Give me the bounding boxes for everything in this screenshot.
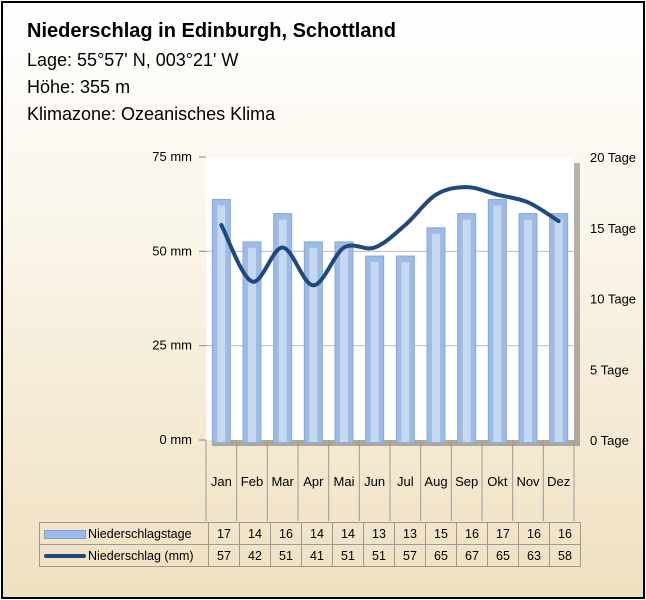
climate-zone-info: Klimazone: Ozeanisches Klima [27, 104, 276, 124]
right-axis-tick-label: 10 Tage [590, 292, 636, 307]
bar-highlight [401, 262, 410, 442]
table-cell: 15 [425, 522, 457, 545]
category-label: Sep [455, 474, 478, 489]
table-cell: 67 [456, 544, 488, 567]
category-label: Jun [364, 474, 385, 489]
left-axis-tick-label: 50 mm [152, 243, 192, 258]
legend-precipitation-days: Niederschlagstage [39, 522, 209, 545]
table-cell: 57 [208, 544, 240, 567]
table-cell: 16 [456, 522, 488, 545]
category-label: Mai [334, 474, 355, 489]
right-axis-tick-label: 20 Tage [590, 150, 636, 165]
table-cell: 16 [270, 522, 302, 545]
table-cell: 63 [518, 544, 550, 567]
table-cell: 42 [239, 544, 271, 567]
bar-swatch-icon [44, 529, 86, 539]
table-cell: 13 [394, 522, 426, 545]
bar-highlight [248, 247, 256, 442]
bar-highlight [432, 233, 440, 442]
table-cell: 16 [549, 522, 581, 545]
category-label: Mar [271, 474, 294, 489]
table-cell: 57 [394, 544, 426, 567]
bar-highlight [554, 219, 563, 442]
right-axis-tick-label: 0 Tage [590, 433, 629, 448]
table-cell: 14 [239, 522, 271, 545]
right-axis-tick-label: 5 Tage [590, 362, 629, 377]
precipitation-chart: 0 mm 25 mm 50 mm 75 mm 0 Tage 5 Tage 10 Tage 15… [152, 149, 636, 521]
category-label: Jul [397, 474, 414, 489]
bar-highlight [340, 247, 348, 442]
category-label: Okt [487, 474, 508, 489]
category-label: Jan [211, 474, 232, 489]
legend-label: Niederschlag (mm) [88, 548, 194, 563]
bar-highlight [278, 219, 287, 442]
table-cell: 65 [487, 544, 519, 567]
line-swatch-icon [44, 554, 86, 559]
table-cell: 14 [301, 522, 333, 545]
category-label: Aug [424, 474, 447, 489]
bar-highlight [462, 219, 471, 442]
table-cell: 17 [208, 522, 240, 545]
table-cell: 51 [363, 544, 395, 567]
left-axis-tick-label: 25 mm [152, 338, 192, 353]
table-cell: 65 [425, 544, 457, 567]
table-cell: 16 [518, 522, 550, 545]
left-axis-tick-label: 75 mm [152, 149, 192, 164]
table-cell: 14 [332, 522, 364, 545]
category-label: Nov [516, 474, 540, 489]
category-label: Dez [547, 474, 570, 489]
right-axis-tick-label: 15 Tage [590, 221, 636, 236]
category-label: Apr [303, 474, 324, 489]
table-cell: 58 [549, 544, 581, 567]
bar-highlight [493, 205, 502, 442]
legend-label: Niederschlagstage [88, 526, 192, 541]
table-cell: 51 [332, 544, 364, 567]
bar-highlight [309, 247, 318, 442]
table-row-precipitation-days: Niederschlagstage 17 14 16 14 14 13 13 15 16 17 16… [39, 522, 581, 545]
category-label: Feb [241, 474, 263, 489]
plot-area [206, 157, 574, 440]
legend-precipitation-mm: Niederschlag (mm) [39, 544, 209, 567]
table-row-precipitation-mm: Niederschlag (mm) 57 42 51 41 51 51 57 65 67 65 63… [39, 544, 581, 567]
location-info: Lage: 55°57' N, 003°21' W [27, 50, 239, 70]
data-table: Niederschlagstage 17 14 16 14 14 13 13 15 16 17 16… [39, 522, 581, 567]
table-cell: 17 [487, 522, 519, 545]
table-cell: 51 [270, 544, 302, 567]
table-cell: 13 [363, 522, 395, 545]
bar-highlight [524, 219, 532, 442]
table-cell: 41 [301, 544, 333, 567]
elevation-info: Höhe: 355 m [27, 77, 131, 97]
series-line [219, 185, 561, 288]
bar-highlight [370, 262, 379, 442]
bar-highlight [217, 205, 226, 442]
left-axis-tick-label: 0 mm [160, 432, 193, 447]
chart-title: Niederschlag in Edinburgh, Schottland [27, 20, 396, 42]
